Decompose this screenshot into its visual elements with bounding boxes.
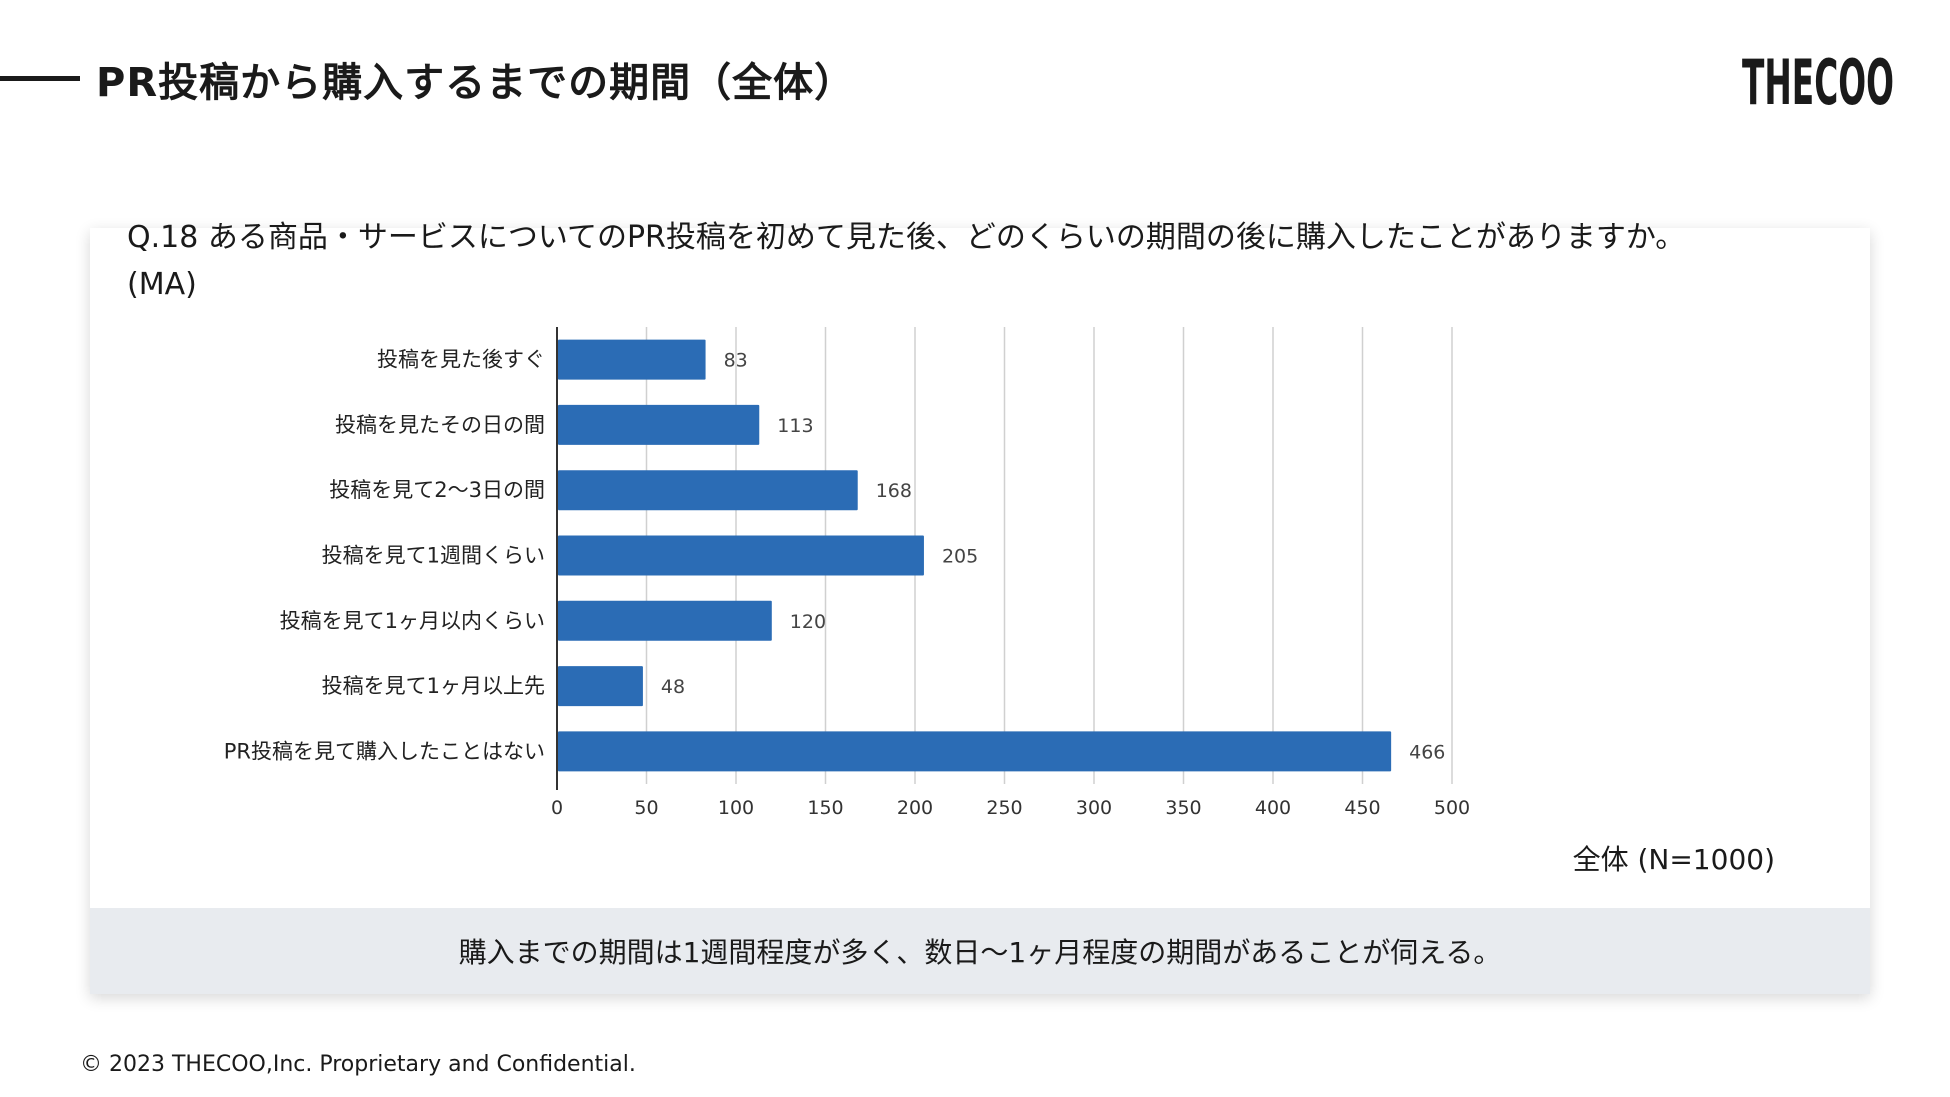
category-label: 投稿を見た後すぐ: [377, 348, 545, 372]
x-tick-label: 200: [897, 797, 933, 819]
bar: [558, 404, 760, 445]
bar-chart: 0 50 100 150 200 250 300 350 400 450 500 投稿を見た後すぐ 83…: [90, 320, 1490, 820]
category-label: 投稿を見て2〜3日の間: [329, 478, 545, 502]
x-tick-label: 250: [986, 797, 1022, 819]
category-label: 投稿を見て1週間くらい: [322, 544, 545, 568]
x-tick-label: 350: [1165, 797, 1201, 819]
bar: [558, 666, 643, 707]
x-tick-label: 150: [807, 797, 843, 819]
question-line-1: Q.18 ある商品・サービスについてのPR投稿を初めて見た後、どのくらいの期間の…: [127, 220, 1686, 255]
x-tick-label: 50: [634, 797, 658, 819]
question-text: Q.18 ある商品・サービスについてのPR投稿を初めて見た後、どのくらいの期間の…: [127, 214, 1827, 308]
bar: [558, 470, 858, 511]
x-tick-label: 400: [1255, 797, 1291, 819]
copyright-footer: © 2023 THECOO,Inc. Proprietary and Confi…: [80, 1052, 636, 1077]
data-label: 48: [661, 676, 685, 698]
x-tick-label: 500: [1434, 797, 1470, 819]
x-tick-label: 0: [551, 797, 563, 819]
page-title: PR投稿から購入するまでの期間（全体）: [96, 60, 856, 106]
data-label: 205: [942, 546, 978, 568]
chart-card: [90, 228, 1870, 994]
x-tick-label: 100: [718, 797, 754, 819]
data-label: 83: [724, 350, 748, 372]
summary-text: 購入までの期間は1週間程度が多く、数日〜1ヶ月程度の期間があることが伺える。: [458, 936, 1502, 969]
bar: [558, 600, 772, 641]
bar-chart-svg: 0 50 100 150 200 250 300 350 400 450 500 投稿を見た後すぐ 83…: [224, 327, 1470, 819]
category-label: 投稿を見たその日の間: [335, 413, 545, 437]
logo-text: THECOO: [1742, 50, 1894, 108]
chart-subtitle: 全体 (N=1000): [1572, 843, 1775, 876]
category-label: 投稿を見て1ヶ月以内くらい: [280, 609, 545, 633]
x-tick-label: 450: [1344, 797, 1380, 819]
thecoo-logo: THECOO: [1742, 50, 1894, 108]
category-label: 投稿を見て1ヶ月以上先: [322, 674, 545, 698]
bar: [558, 535, 924, 576]
data-label: 120: [790, 611, 826, 633]
data-label: 168: [876, 480, 912, 502]
bar: [558, 731, 1392, 772]
category-label: PR投稿を見て購入したことはない: [224, 739, 545, 763]
summary-box: 購入までの期間は1週間程度が多く、数日〜1ヶ月程度の期間があることが伺える。: [90, 908, 1870, 994]
data-label: 113: [777, 415, 813, 437]
question-line-2: (MA): [127, 267, 197, 302]
data-label: 466: [1409, 741, 1445, 763]
bar: [558, 339, 706, 380]
x-tick-label: 300: [1076, 797, 1112, 819]
title-rule: [0, 76, 80, 81]
